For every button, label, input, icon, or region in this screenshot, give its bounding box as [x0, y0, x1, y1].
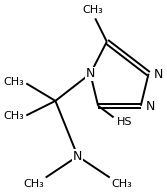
Text: N: N: [153, 68, 163, 81]
Text: CH₃: CH₃: [23, 180, 44, 190]
Text: CH₃: CH₃: [112, 180, 132, 190]
Text: CH₃: CH₃: [4, 77, 24, 87]
Text: CH₃: CH₃: [83, 6, 104, 16]
Text: HS: HS: [117, 117, 132, 127]
Text: N: N: [73, 150, 82, 163]
Text: N: N: [146, 100, 155, 113]
Text: CH₃: CH₃: [4, 111, 24, 121]
Text: N: N: [86, 67, 95, 80]
